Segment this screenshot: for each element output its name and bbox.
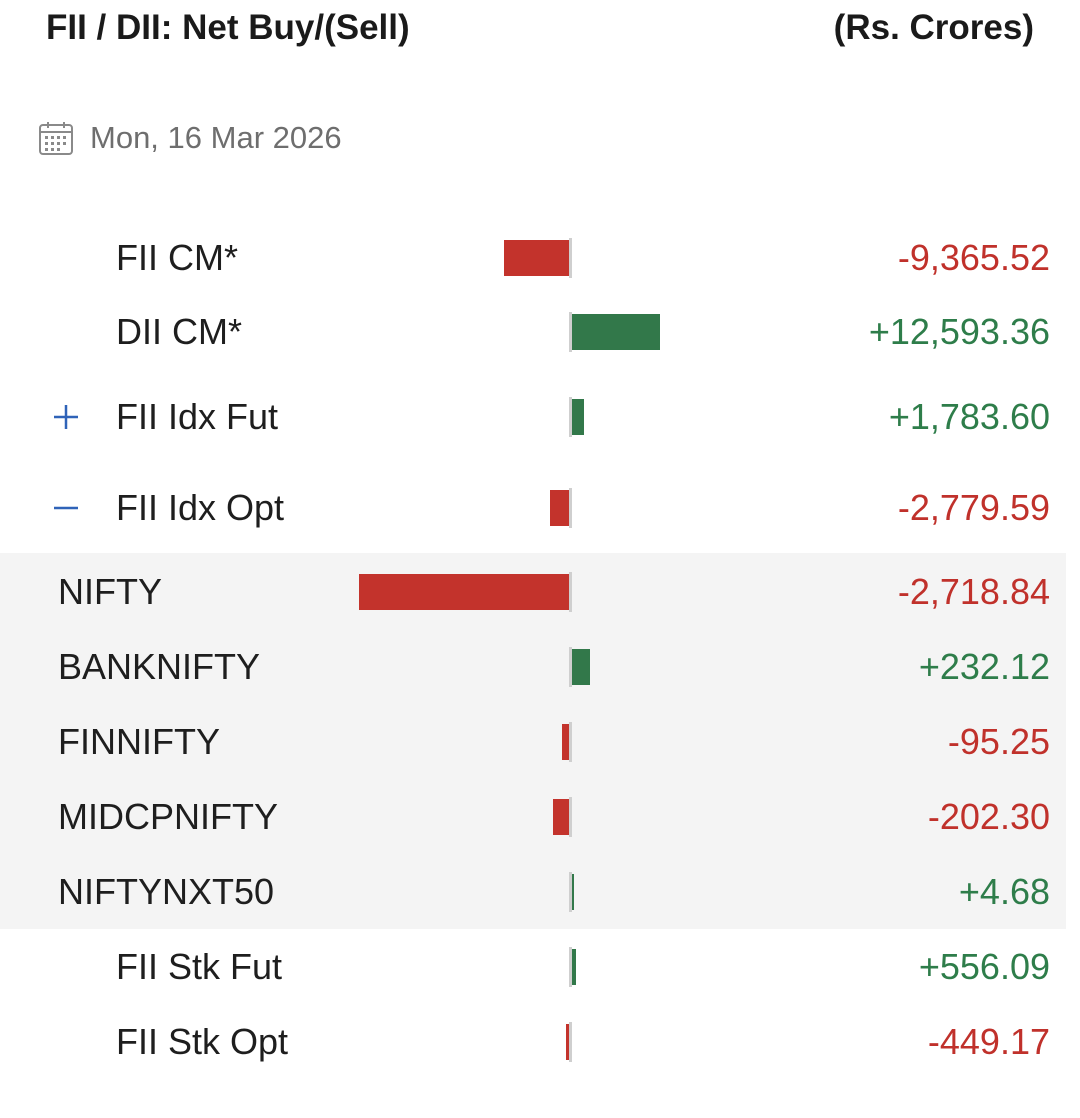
index-options-breakdown <box>0 553 1066 929</box>
row-value: +1,783.60 <box>888 396 1050 437</box>
row-value: -2,779.59 <box>897 487 1050 528</box>
row-value: +232.12 <box>918 646 1050 687</box>
sell-bar <box>359 574 569 610</box>
row-value: -449.17 <box>927 1021 1050 1062</box>
flow-row-nifty: NIFTY -2,718.84 <box>0 555 1066 629</box>
buy-bar <box>572 949 576 985</box>
flow-row-midcpnifty: MIDCPNIFTY -202.30 <box>0 780 1066 854</box>
sell-bar <box>565 1024 569 1060</box>
zero-axis <box>569 238 572 278</box>
flow-row-fii-idx-fut: FII Idx Fut +1,783.60 <box>0 378 1066 456</box>
row-label: FII Stk Opt <box>116 1021 289 1062</box>
flow-row-fii-stk-opt: FII Stk Opt -449.17 <box>0 1005 1066 1079</box>
row-value: -202.30 <box>927 796 1050 837</box>
row-label: FII Stk Fut <box>116 946 283 987</box>
buy-bar <box>572 649 590 685</box>
sell-bar <box>553 799 569 835</box>
zero-axis <box>569 397 572 437</box>
zero-axis <box>569 572 572 612</box>
zero-axis <box>569 1022 572 1062</box>
flow-row-banknifty: BANKNIFTY +232.12 <box>0 630 1066 704</box>
zero-axis <box>569 797 572 837</box>
row-label: NIFTYNXT50 <box>58 871 275 912</box>
expand-icon[interactable] <box>52 403 80 431</box>
flow-row-dii-cm: DII CM* +12,593.36 <box>0 296 1066 368</box>
flow-row-fii-idx-opt: FII Idx Opt -2,779.59 <box>0 468 1066 548</box>
row-value: -95.25 <box>947 721 1050 762</box>
row-label: FII Idx Fut <box>116 396 279 437</box>
zero-axis <box>569 488 572 528</box>
sell-bar <box>549 490 569 526</box>
zero-axis <box>569 947 572 987</box>
row-label: FINNIFTY <box>58 721 220 762</box>
row-value: +4.68 <box>958 871 1050 912</box>
row-value: +12,593.36 <box>868 311 1050 352</box>
row-label: BANKNIFTY <box>58 646 261 687</box>
date-selector[interactable]: Mon, 16 Mar 2026 <box>38 118 342 158</box>
page-title: FII / DII: Net Buy/(Sell) <box>46 8 410 47</box>
flow-row-fii-cm: FII CM* -9,365.52 <box>0 222 1066 294</box>
buy-bar <box>572 314 660 350</box>
zero-axis <box>569 312 572 352</box>
calendar-icon <box>39 122 73 155</box>
row-label: NIFTY <box>58 571 162 612</box>
sell-bar <box>561 724 569 760</box>
zero-axis <box>569 647 572 687</box>
flow-row-niftynxt50: NIFTYNXT50 +4.68 <box>0 855 1066 929</box>
row-label: DII CM* <box>116 311 242 352</box>
zero-axis <box>569 722 572 762</box>
collapse-icon[interactable] <box>52 494 80 522</box>
buy-bar <box>572 399 585 435</box>
flow-row-finnifty: FINNIFTY -95.25 <box>0 705 1066 779</box>
date-text: Mon, 16 Mar 2026 <box>90 120 342 155</box>
row-value: -2,718.84 <box>897 571 1050 612</box>
flow-row-fii-stk-fut: FII Stk Fut +556.09 <box>0 930 1066 1004</box>
units-label: (Rs. Crores) <box>833 8 1034 47</box>
row-label: MIDCPNIFTY <box>58 796 278 837</box>
row-label: FII Idx Opt <box>116 487 285 528</box>
row-value: -9,365.52 <box>897 237 1050 278</box>
buy-bar <box>572 874 574 910</box>
row-label: FII CM* <box>116 237 238 278</box>
sell-bar <box>503 240 569 276</box>
zero-axis <box>569 872 572 912</box>
row-value: +556.09 <box>918 946 1050 987</box>
